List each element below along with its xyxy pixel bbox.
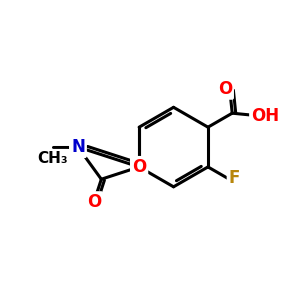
Text: O: O bbox=[132, 158, 146, 176]
Text: N: N bbox=[71, 138, 85, 156]
Text: O: O bbox=[218, 80, 232, 98]
Text: F: F bbox=[229, 169, 240, 188]
Text: OH: OH bbox=[251, 106, 279, 124]
Text: CH₃: CH₃ bbox=[38, 151, 68, 166]
Text: O: O bbox=[87, 193, 101, 211]
